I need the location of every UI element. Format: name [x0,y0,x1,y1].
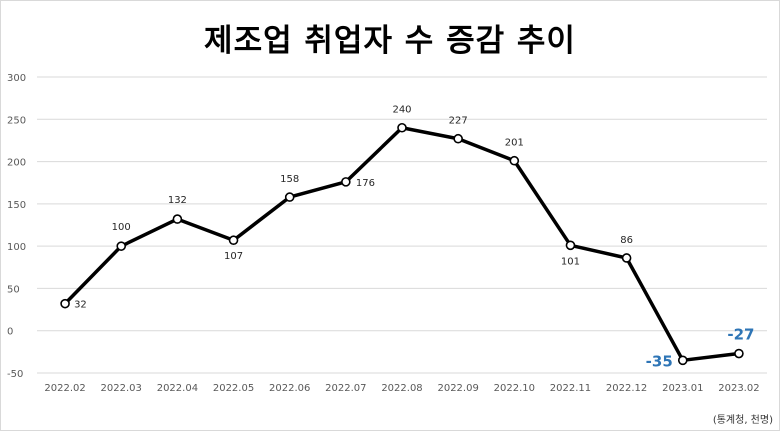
y-tick-label: 300 [7,73,26,84]
x-tick-label: 2022.08 [381,383,422,394]
data-label: 240 [392,105,411,116]
x-tick-label: 2022.09 [437,383,478,394]
data-label: 176 [356,178,375,189]
data-point [60,298,70,309]
y-tick-label: 150 [7,200,26,211]
y-tick-label: 0 [7,327,13,338]
data-point [116,241,127,251]
x-tick-label: 2022.12 [606,383,647,394]
x-axis-tick-labels: 2022.02 2022.03 2022.04 2022.05 2022.06 2022.… [44,383,759,394]
series-polyline [63,125,740,363]
y-tick-label: 100 [7,242,26,253]
data-label: 86 [620,235,633,246]
gridlines [37,76,767,374]
y-tick-label: 50 [7,284,20,295]
data-label: 201 [505,138,524,149]
data-label: -27 [727,326,754,344]
x-tick-label: 2022.06 [269,383,310,394]
data-label: 132 [168,195,187,206]
source-note: (통계청, 천명) [712,415,773,426]
data-label: -35 [646,352,673,370]
x-tick-label: 2022.04 [157,383,198,394]
x-tick-label: 2022.11 [550,383,591,394]
x-tick-label: 2023.01 [662,383,703,394]
data-point [397,122,407,133]
data-labels: 32 100 132 107 158 176 240 227 201 101 86 -35 -27 [74,105,754,371]
data-label: 227 [449,116,468,127]
series-line [63,125,740,363]
x-tick-label: 2022.10 [494,383,535,394]
y-tick-label: 250 [7,115,26,126]
y-tick-label: 200 [7,158,26,169]
data-point [228,235,239,246]
x-tick-label: 2022.03 [101,383,142,394]
x-tick-label: 2022.02 [44,383,85,394]
data-point [172,214,183,224]
data-label: 101 [561,256,580,267]
y-tick-label: -50 [7,369,23,380]
data-point [734,348,744,359]
data-point [621,253,632,263]
y-axis-tick-labels: 300 250 200 150 100 50 0 -50 [7,73,26,380]
data-point [565,240,576,251]
chart-title: 제조업 취업자 수 증감 추이 [204,23,576,59]
data-point [284,192,295,202]
data-label: 100 [112,222,131,233]
data-point [341,177,351,187]
data-point [677,355,688,366]
data-label: 158 [280,174,299,185]
x-tick-label: 2022.07 [325,383,366,394]
data-points [60,122,744,366]
data-point [453,133,463,144]
data-label: 107 [224,251,243,262]
data-label: 32 [74,300,87,311]
x-tick-label: 2022.05 [213,383,254,394]
x-tick-label: 2023.02 [718,383,759,394]
data-point [509,155,520,166]
